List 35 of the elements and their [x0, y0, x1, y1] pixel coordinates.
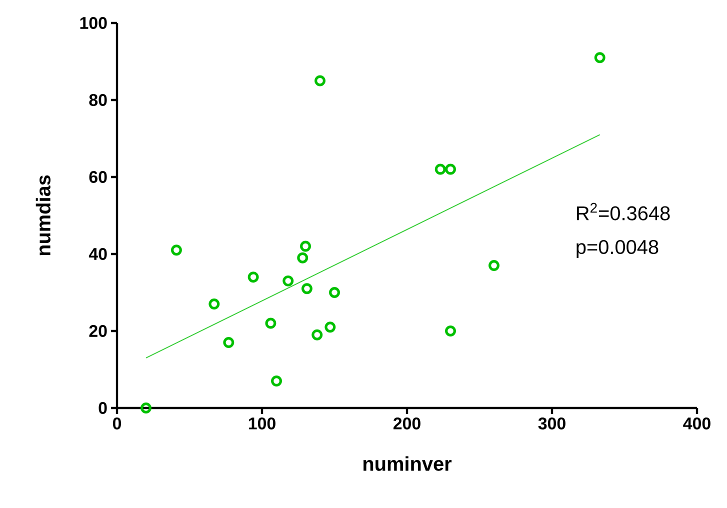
point — [434, 164, 446, 175]
y-tick-label: 40 — [88, 248, 107, 260]
y-tick-label: 0 — [98, 402, 107, 414]
x-axis-title: numinver — [363, 456, 452, 471]
annotation: p=0.0048 — [576, 240, 658, 258]
x-tick-label: 100 — [248, 417, 276, 430]
point — [324, 322, 336, 333]
point — [488, 260, 500, 272]
x-tick-label: 200 — [393, 417, 420, 430]
y-tick-label: 60 — [89, 170, 107, 183]
x-tick-label: 400 — [683, 417, 710, 430]
point — [223, 337, 234, 348]
point — [445, 164, 456, 175]
point — [140, 402, 152, 414]
point — [300, 240, 311, 252]
point — [271, 376, 282, 387]
y-tick-label: 20 — [89, 324, 107, 337]
x-tick-label: 0 — [112, 417, 122, 430]
point — [248, 272, 259, 283]
point — [314, 75, 326, 86]
y-axis-title: numdias — [36, 175, 50, 256]
point — [297, 252, 308, 264]
point — [170, 244, 182, 256]
y-tick-label: 100 — [80, 16, 107, 29]
point — [329, 287, 340, 298]
point — [282, 275, 294, 286]
point — [208, 298, 220, 310]
point — [312, 329, 323, 340]
point — [301, 283, 312, 294]
point — [265, 318, 276, 329]
point — [445, 326, 456, 336]
point — [594, 52, 606, 64]
annotation: R$^{2}$=0.3648 — [577, 202, 670, 220]
y-tick-label: 80 — [89, 94, 107, 106]
x-tick-label: 300 — [538, 417, 566, 430]
